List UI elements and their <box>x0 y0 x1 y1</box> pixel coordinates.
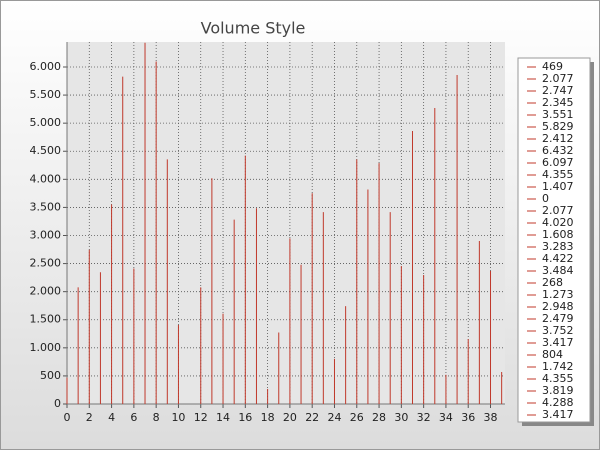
x-tick-label: 24 <box>327 411 341 424</box>
x-tick-label: 14 <box>216 411 230 424</box>
x-tick-label: 8 <box>153 411 160 424</box>
legend-label: 3.417 <box>542 336 574 349</box>
legend-label: 0 <box>542 192 549 205</box>
y-tick-label: 6.000 <box>30 60 62 73</box>
y-tick-label: 4.000 <box>30 172 62 185</box>
y-tick-label: 0 <box>54 397 61 410</box>
legend-label: 804 <box>542 348 563 361</box>
x-tick-label: 20 <box>283 411 297 424</box>
legend-label: 3.484 <box>542 264 574 277</box>
x-tick-label: 18 <box>261 411 275 424</box>
legend-label: 2.747 <box>542 84 574 97</box>
legend-label: 1.407 <box>542 180 574 193</box>
legend-label: 2.077 <box>542 72 574 85</box>
x-tick-label: 32 <box>417 411 431 424</box>
legend-label: 2.948 <box>542 300 574 313</box>
legend-label: 1.608 <box>542 228 574 241</box>
y-tick-label: 500 <box>40 369 61 382</box>
legend-label: 4.422 <box>542 252 574 265</box>
x-tick-label: 2 <box>86 411 93 424</box>
x-tick-label: 34 <box>439 411 453 424</box>
y-tick-label: 3.000 <box>30 228 62 241</box>
chart-title: Volume Style <box>201 19 306 38</box>
y-tick-label: 5.000 <box>30 116 62 129</box>
legend-label: 3.819 <box>542 384 574 397</box>
y-tick-label: 1.000 <box>30 341 62 354</box>
legend-label: 2.077 <box>542 204 574 217</box>
x-tick-label: 22 <box>305 411 319 424</box>
legend-label: 5.829 <box>542 120 574 133</box>
x-tick-label: 26 <box>350 411 364 424</box>
legend-label: 4.020 <box>542 216 574 229</box>
x-tick-label: 38 <box>484 411 498 424</box>
legend-label: 6.097 <box>542 156 574 169</box>
x-tick-label: 4 <box>108 411 115 424</box>
y-tick-label: 2.500 <box>30 257 62 270</box>
legend-label: 2.345 <box>542 96 574 109</box>
x-tick-label: 28 <box>372 411 386 424</box>
plot-area <box>67 42 505 404</box>
x-tick-label: 0 <box>64 411 71 424</box>
x-tick-label: 30 <box>394 411 408 424</box>
legend-label: 469 <box>542 60 563 73</box>
legend-label: 3.752 <box>542 324 574 337</box>
legend-label: 1.742 <box>542 360 574 373</box>
x-tick-label: 10 <box>171 411 185 424</box>
legend-label: 3.283 <box>542 240 574 253</box>
legend-label: 4.288 <box>542 396 574 409</box>
legend-label: 2.479 <box>542 312 574 325</box>
legend-box <box>517 57 591 423</box>
y-tick-label: 2.000 <box>30 285 62 298</box>
legend-label: 268 <box>542 276 563 289</box>
y-tick-label: 1.500 <box>30 313 62 326</box>
legend-label: 1.273 <box>542 288 574 301</box>
x-tick-label: 6 <box>130 411 137 424</box>
x-tick-label: 36 <box>461 411 475 424</box>
legend-label: 4.355 <box>542 168 574 181</box>
y-tick-label: 3.500 <box>30 200 62 213</box>
y-tick-label: 4.500 <box>30 144 62 157</box>
legend-label: 3.417 <box>542 408 574 421</box>
legend-label: 4.355 <box>542 372 574 385</box>
legend-label: 2.412 <box>542 132 574 145</box>
y-tick-label: 5.500 <box>30 88 62 101</box>
x-tick-label: 12 <box>194 411 208 424</box>
legend-label: 3.551 <box>542 108 574 121</box>
x-tick-label: 16 <box>238 411 252 424</box>
legend-label: 6.432 <box>542 144 574 157</box>
